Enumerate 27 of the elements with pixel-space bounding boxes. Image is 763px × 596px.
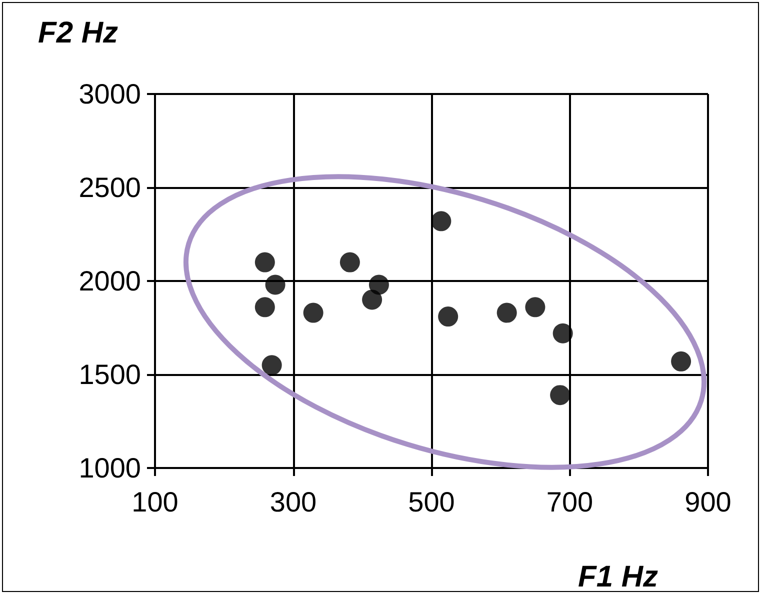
point	[550, 385, 570, 406]
point	[340, 252, 360, 272]
y-tick-label: 1500	[78, 359, 141, 390]
x-tick-label: 900	[684, 486, 732, 518]
x-tick-label: 700	[546, 486, 594, 518]
y-tick-label: 1000	[78, 452, 141, 484]
point	[362, 290, 382, 310]
x-tick-label: 100	[132, 486, 178, 518]
point	[496, 302, 517, 323]
point	[303, 302, 324, 323]
point	[671, 351, 692, 372]
point	[262, 355, 282, 376]
point	[254, 297, 275, 318]
point	[525, 297, 546, 318]
y-axis-title: F2 Hz	[38, 16, 118, 50]
y-tick-label: 2500	[78, 172, 141, 203]
point	[552, 323, 573, 344]
point	[431, 211, 452, 232]
y-tick-label: 3000	[78, 78, 141, 110]
x-tick-label: 500	[408, 486, 455, 518]
point	[254, 252, 275, 272]
point	[368, 274, 389, 295]
x-tick-label: 300	[270, 486, 317, 518]
y-tick-label: 2000	[78, 266, 141, 296]
point	[265, 274, 286, 295]
point	[438, 306, 458, 327]
x-axis-title: F1 Hz	[578, 560, 658, 594]
